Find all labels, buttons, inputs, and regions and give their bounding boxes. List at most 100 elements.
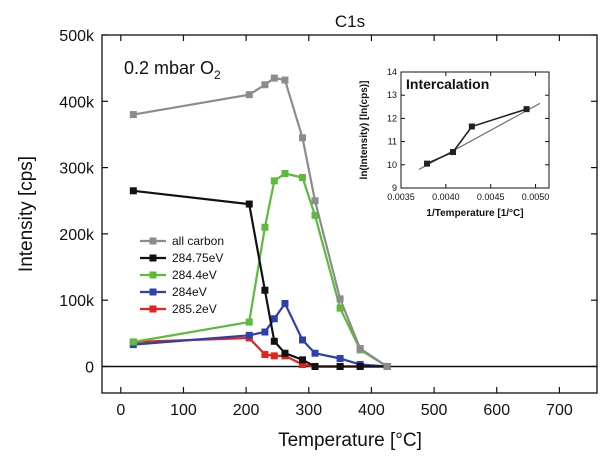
data-point [356, 362, 364, 370]
data-point [299, 134, 307, 142]
data-point [270, 337, 278, 345]
inset-y-tick-label: 12 [387, 113, 397, 123]
legend-marker [149, 237, 157, 245]
legend-entry: 285.2eV [140, 302, 217, 316]
inset-y-tick-label: 13 [387, 90, 397, 100]
legend-marker [149, 288, 157, 296]
inset-data-point [523, 106, 530, 113]
series-284-75ev [129, 187, 391, 370]
inset-data-point [450, 149, 457, 156]
legend-entry: all carbon [140, 234, 224, 248]
data-point [336, 304, 344, 312]
series-layer [129, 74, 391, 370]
legend-label: 284eV [172, 285, 207, 299]
data-point [270, 315, 278, 323]
inset-series [418, 102, 541, 171]
inset-y-tick-label: 11 [388, 137, 397, 147]
data-point [245, 91, 253, 99]
inset-y-axis: 9 10 11 12 13 14 [387, 67, 549, 193]
y-tick-label: 200k [59, 227, 95, 244]
inset-x-tick-label: 0.0045 [477, 192, 505, 202]
y-tick-label: 300k [59, 161, 95, 178]
data-point [261, 351, 269, 359]
y-tick-label: 0 [85, 359, 94, 376]
legend-label: all carbon [172, 234, 224, 248]
data-point [261, 223, 269, 231]
inset-y-tick-label: 9 [392, 183, 397, 193]
data-point [281, 76, 289, 84]
data-point [129, 111, 137, 119]
data-point [281, 170, 289, 178]
inset-x-axis: 0.0035 0.0040 0.0045 0.0050 [387, 72, 549, 202]
data-point [261, 286, 269, 294]
legend-label: 284.75eV [172, 251, 223, 265]
y-tick-label: 100k [59, 293, 95, 310]
inset-x-tick-label: 0.0050 [522, 192, 550, 202]
data-point [281, 349, 289, 357]
x-axis-title: Temperature [°C] [278, 430, 422, 451]
plot-frame [101, 34, 598, 394]
legend-entry: 284.4eV [140, 268, 217, 282]
data-point [129, 338, 137, 346]
data-point [299, 336, 307, 344]
data-point [311, 362, 319, 370]
data-point [336, 295, 344, 303]
data-point [311, 349, 319, 357]
data-point [245, 331, 253, 339]
inset-x-tick-label: 0.0040 [432, 192, 460, 202]
legend-label: 285.2eV [172, 302, 217, 316]
data-point [281, 300, 289, 307]
x-tick-label: 300 [295, 402, 322, 419]
data-point [261, 328, 269, 336]
y-axis-title: Intensity [cps] [16, 156, 37, 272]
x-tick-label: 500 [421, 402, 448, 419]
inset-title: Intercalation [406, 76, 489, 92]
data-point [270, 177, 278, 185]
y-tick-label: 400k [59, 94, 95, 111]
data-point [299, 174, 307, 182]
condition-annotation: 0.2 mbar O2 [124, 58, 221, 82]
series-line [133, 76, 388, 368]
inset-data-line [426, 108, 527, 165]
data-point [299, 360, 307, 368]
inset-data-point [468, 123, 475, 130]
x-tick-label: 0 [116, 402, 125, 419]
legend-entry: 284eV [140, 285, 207, 299]
x-tick-label: 600 [483, 402, 510, 419]
data-point [129, 187, 137, 195]
legend: all carbon 284.75eV 284.4eV 284eV 285.2eV [140, 234, 224, 316]
legend-marker [149, 305, 157, 313]
series-285-2ev [129, 334, 391, 370]
data-point [270, 74, 278, 82]
x-tick-label: 200 [233, 402, 260, 419]
data-point [356, 345, 364, 353]
series-284ev [129, 300, 391, 370]
legend-entry: 284.75eV [140, 251, 223, 265]
x-axis: 0 100 200 300 400 500 600 700 [116, 35, 573, 419]
y-tick-label: 500k [59, 28, 95, 45]
x-tick-label: 400 [358, 402, 385, 419]
legend-marker [149, 254, 157, 262]
inset-x-tick-label: 0.0035 [387, 192, 415, 202]
data-point [311, 197, 319, 205]
chart-title: C1s [335, 12, 365, 31]
data-point [383, 362, 391, 370]
series-all-carbon [129, 74, 391, 370]
data-point [336, 355, 344, 363]
data-point [245, 200, 253, 208]
inset-x-axis-title: 1/Temperature [1/°C] [426, 208, 523, 219]
data-point [299, 356, 307, 364]
inset-y-tick-label: 10 [387, 160, 397, 170]
data-point [245, 318, 253, 326]
series-line [133, 189, 388, 368]
inset-data-point [424, 160, 431, 167]
data-point [270, 352, 278, 360]
series-line [133, 172, 388, 368]
legend-label: 284.4eV [172, 268, 217, 282]
data-point [261, 81, 269, 89]
y-axis: 0 100k 200k 300k 400k 500k [59, 28, 597, 376]
legend-marker [149, 271, 157, 279]
x-tick-label: 700 [546, 402, 573, 419]
